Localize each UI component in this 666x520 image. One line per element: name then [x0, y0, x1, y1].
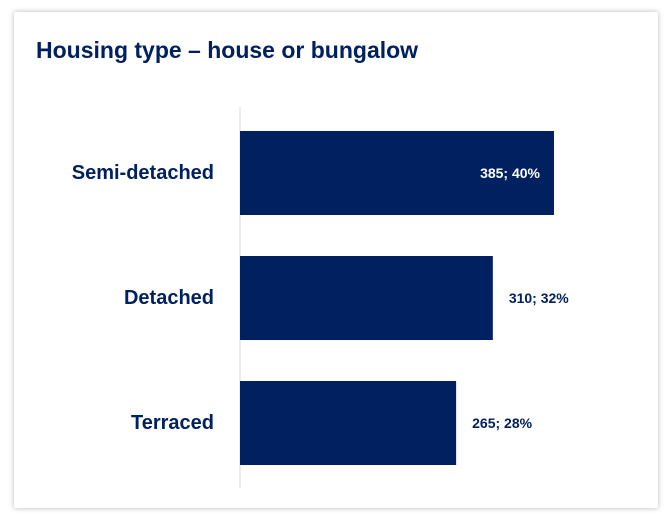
bar-detached: [240, 256, 493, 340]
data-label-semi-detached: 385; 40%: [480, 165, 540, 181]
data-label-detached: 310; 32%: [509, 290, 569, 306]
bar-semi-detached: [240, 131, 554, 215]
category-label-semi-detached: Semi-detached: [72, 162, 214, 184]
category-label-detached: Detached: [124, 287, 214, 309]
bar-terraced: [240, 381, 457, 465]
chart-title: Housing type – house or bungalow: [36, 37, 419, 63]
data-label-terraced: 265; 28%: [472, 415, 532, 431]
category-label-terraced: Terraced: [131, 412, 214, 434]
bars-layer: Semi-detached 385; 40% Detached 310; 32% Ter…: [72, 131, 569, 465]
